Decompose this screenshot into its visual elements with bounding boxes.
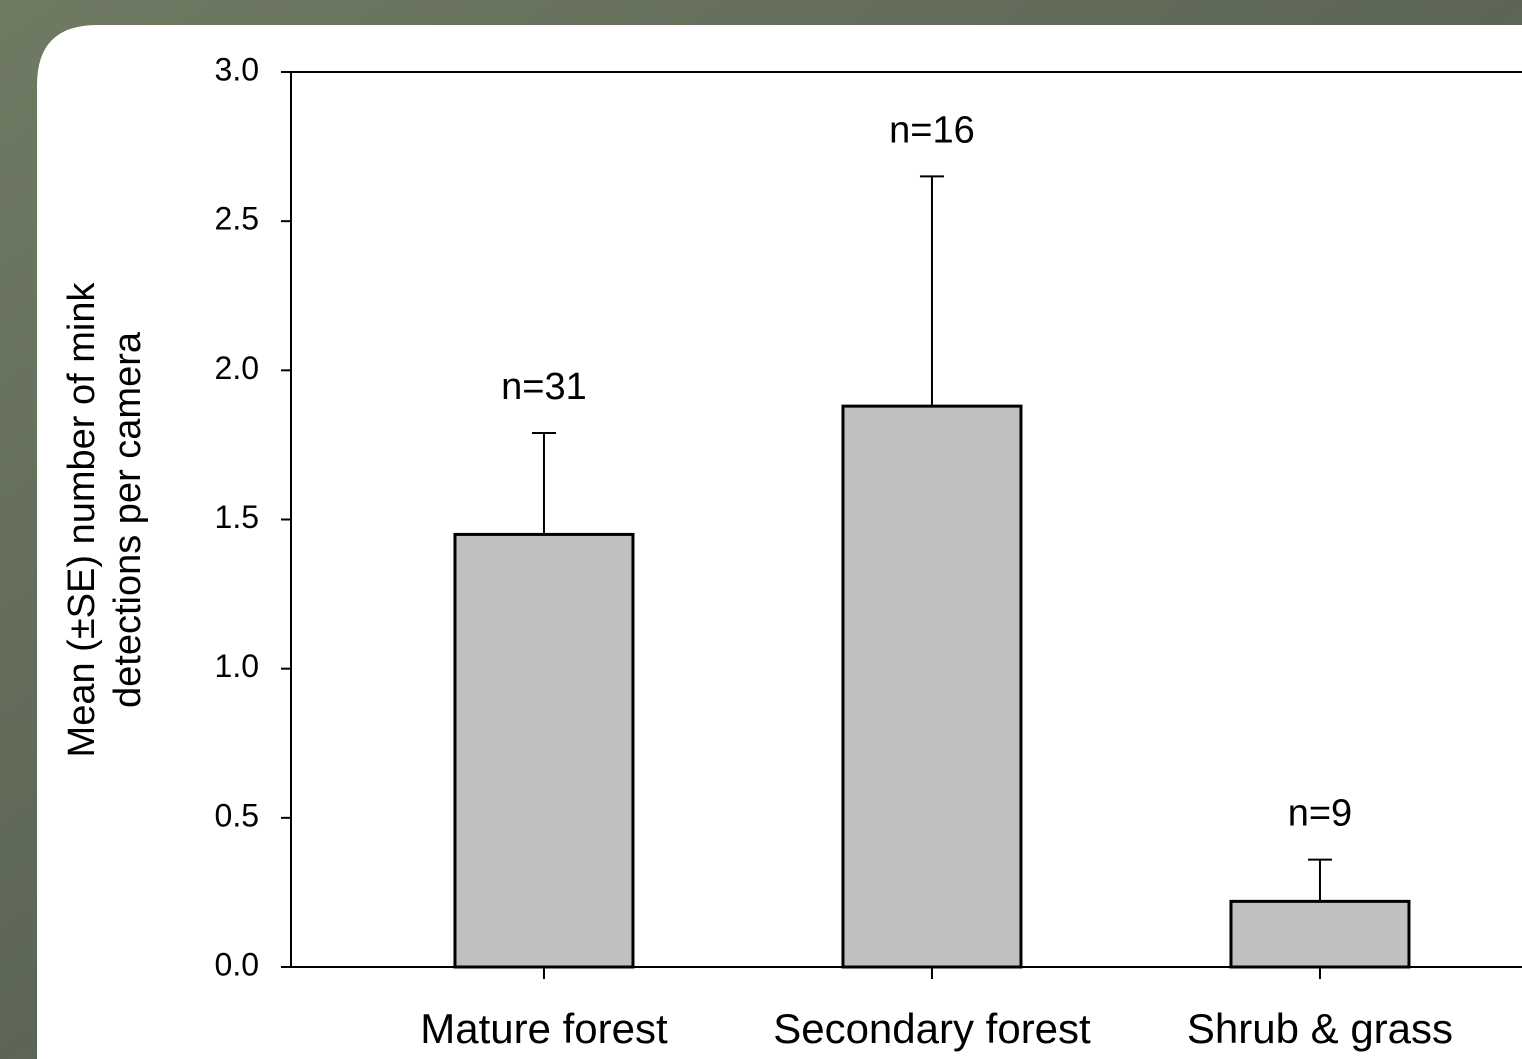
y-tick-label: 3.0 xyxy=(215,51,259,87)
bar xyxy=(1231,901,1409,967)
x-tick-label: Shrub & grass xyxy=(1187,1005,1453,1052)
annotation: n=16 xyxy=(889,109,975,151)
chart: Mean (±SE) number of mink detections per… xyxy=(0,0,1522,1059)
annotation: n=9 xyxy=(1288,793,1352,835)
y-axis-label: Mean (±SE) number of mink xyxy=(61,282,103,758)
y-tick-label: 1.0 xyxy=(215,648,259,684)
y-tick-label: 2.5 xyxy=(215,201,259,237)
y-axis-label: detections per camera xyxy=(107,331,149,708)
bar xyxy=(455,534,633,967)
page: Mean (±SE) number of mink detections per… xyxy=(0,0,1522,1059)
x-tick-label: Secondary forest xyxy=(773,1005,1091,1052)
bar xyxy=(843,406,1021,967)
y-tick-label: 2.0 xyxy=(215,350,259,386)
y-tick-label: 0.5 xyxy=(215,797,259,833)
y-tick-label: 0.0 xyxy=(215,946,259,982)
annotation: n=31 xyxy=(501,366,587,408)
y-tick-label: 1.5 xyxy=(215,499,259,535)
x-tick-label: Mature forest xyxy=(420,1005,668,1052)
